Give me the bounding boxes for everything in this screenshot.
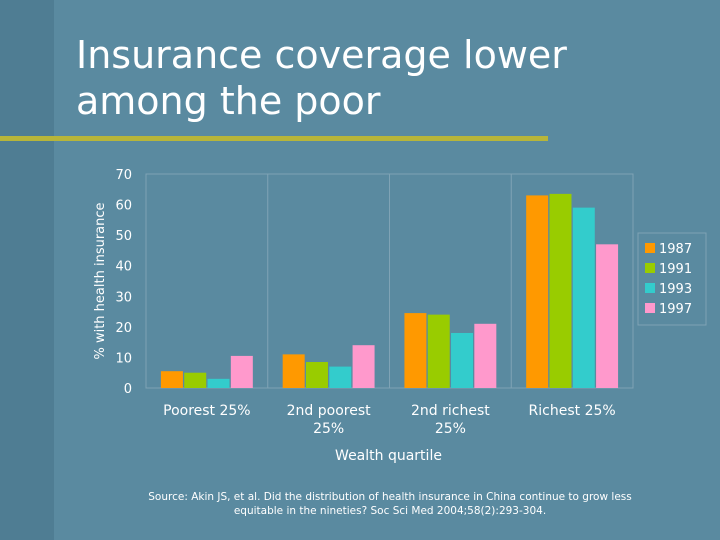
legend-swatch-1991	[645, 263, 655, 273]
slide-title-line-2: among the poor	[76, 79, 381, 123]
bar-1987	[526, 195, 549, 388]
x-tick-label: 2nd richest	[411, 403, 490, 419]
bar-1997	[230, 355, 253, 388]
legend-swatch-1993	[645, 283, 655, 293]
x-tick-label: 25%	[435, 421, 466, 437]
legend-label-1991: 1991	[659, 262, 692, 277]
source-line-2: equitable in the nineties? Soc Sci Med 2…	[233, 505, 547, 517]
y-tick-label: 70	[115, 168, 132, 183]
bar-1991	[305, 362, 328, 388]
bar-1991	[427, 314, 450, 388]
legend-box	[637, 232, 707, 326]
y-tick-label: 10	[115, 351, 132, 366]
y-tick-label: 30	[115, 290, 132, 305]
bar-1993	[329, 366, 352, 388]
x-tick-label: 2nd poorest	[287, 403, 371, 419]
x-tick-label: Poorest 25%	[163, 403, 251, 419]
left-accent-strip	[0, 0, 54, 540]
bar-1987	[160, 371, 183, 388]
legend-swatch-1997	[645, 303, 655, 313]
source-line-1: Source: Akin JS, et al. Did the distribu…	[148, 491, 632, 503]
bar-1987	[282, 354, 305, 388]
y-axis-label: % with health insurance	[93, 202, 108, 359]
legend-label-1993: 1993	[659, 282, 692, 297]
y-tick-label: 20	[115, 321, 132, 336]
bar-1997	[474, 323, 497, 388]
y-tick-label: 40	[115, 260, 132, 275]
source-citation: Source: Akin JS, et al. Did the distribu…	[100, 490, 680, 518]
y-tick-label: 50	[115, 229, 132, 244]
bar-1997	[352, 345, 375, 388]
bar-1991	[184, 372, 207, 388]
legend-swatch-1987	[645, 243, 655, 253]
slide-title: Insurance coverage lower among the poor	[76, 32, 676, 124]
bar-1993	[572, 207, 595, 388]
y-tick-label: 0	[124, 382, 132, 397]
x-tick-label: Richest 25%	[529, 403, 616, 419]
legend-label-1987: 1987	[659, 242, 692, 257]
bar-1991	[549, 193, 572, 388]
bar-1997	[596, 244, 619, 388]
slide-title-line-1: Insurance coverage lower	[76, 33, 567, 77]
bar-1993	[207, 378, 230, 388]
y-tick-label: 60	[115, 199, 132, 214]
bar-1987	[404, 313, 427, 388]
title-underline	[0, 136, 548, 141]
x-axis-label: Wealth quartile	[335, 448, 442, 464]
bar-1993	[451, 332, 474, 388]
legend-label-1997: 1997	[659, 302, 692, 317]
x-tick-label: 25%	[313, 421, 344, 437]
